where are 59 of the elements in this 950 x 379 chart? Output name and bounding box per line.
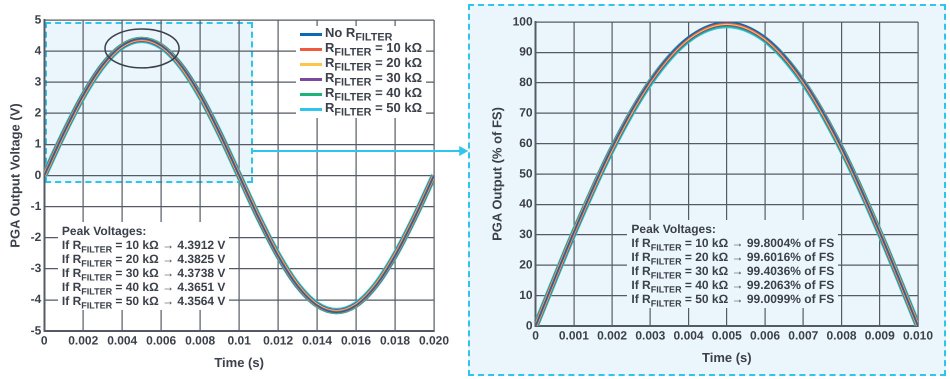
- y-tick-label: 40: [519, 196, 533, 211]
- annotation: Peak Voltages:: [631, 222, 717, 236]
- annotation: If R$_{FILTER}$ = 20 kΩ → 4.3825 V: [62, 252, 226, 269]
- y-tick-label: -3: [30, 261, 42, 276]
- y-axis-title: PGA Output (% of FS): [489, 107, 504, 241]
- y-tick-label: 3: [34, 74, 42, 89]
- x-tick-label: 0.009: [864, 328, 896, 343]
- x-tick-label: 0.007: [788, 328, 819, 343]
- x-tick-label: 0.002: [68, 334, 99, 348]
- y-tick-label: -1: [30, 198, 42, 213]
- x-tick-label: 0.018: [380, 334, 410, 348]
- y-tick-label: 5: [34, 12, 42, 26]
- x-tick-label: 0.014: [302, 334, 332, 348]
- x-tick-label: 0.012: [263, 334, 294, 348]
- x-axis-title: Time (s): [702, 350, 752, 365]
- annotation: If R$_{FILTER}$ = 30 kΩ → 4.3738 V: [62, 266, 226, 283]
- y-tick-label: 0: [526, 318, 533, 332]
- y-tick-label: 10: [519, 288, 533, 302]
- y-tick-label: 0: [34, 168, 42, 182]
- x-tick-label: 0.008: [185, 334, 216, 348]
- x-tick-label: 0.016: [341, 334, 372, 348]
- annotation: If R$_{FILTER}$ = 50 kΩ → 4.3564 V: [62, 294, 226, 311]
- dashed-frame: Time (s) PGA Output (% of FS) 0 0.001 0.002 0.003 0.004 0.005 0.006 0.007 0.008 0.009 0.010 0 10 20 30 40 50 60 70 80 90 100 Peak Voltages: If R$_{FILTER}$ = 10 kΩ → 99.8004% of FS If R$_{FILTER}$ = 20 kΩ → 99.6016% of FS If R$_{FILTER}$ = 30 kΩ → 99.4036% of FS If R$_{FILTER}$ = 40 kΩ → 99.2063% of FS If R$_{FILTER}$ = 50 kΩ → 99.0099% of FS: [468, 4, 946, 376]
- annotation: If R$_{FILTER}$ = 20 kΩ → 99.6016% of FS: [631, 250, 834, 266]
- x-tick-label: 0.020: [418, 334, 450, 348]
- annotation: If R$_{FILTER}$ = 40 kΩ → 99.2063% of FS: [631, 278, 834, 294]
- x-tick-label: 0.001: [558, 328, 590, 343]
- annotation: Peak Voltages:: [62, 224, 148, 238]
- x-tick-label: 0.004: [674, 328, 704, 343]
- y-tick-label: -2: [30, 230, 42, 244]
- annotation: If R$_{FILTER}$ = 40 kΩ → 4.3651 V: [62, 280, 226, 297]
- x-tick-label: 0.002: [597, 328, 628, 343]
- y-tick-label: 70: [519, 106, 533, 120]
- x-tick-label: 0.004: [107, 334, 138, 348]
- annotation: If R$_{FILTER}$ = 10 kΩ → 99.8004% of FS: [631, 236, 834, 252]
- y-axis-title: PGA Output Voltage (V): [7, 103, 22, 248]
- x-tick-label: 0.005: [712, 328, 742, 343]
- y-tick-label: 90: [519, 44, 533, 59]
- annotation: If R$_{FILTER}$ = 30 kΩ → 99.4036% of FS: [631, 264, 834, 280]
- x-tick-label: 0.006: [750, 328, 780, 343]
- x-tick-label: 0.008: [826, 328, 857, 343]
- annotation: If R$_{FILTER}$ = 50 kΩ → 99.0099% of FS: [631, 292, 834, 308]
- y-tick-label: 20: [519, 258, 533, 272]
- y-tick-label: 4: [34, 43, 42, 58]
- y-tick-label: 50: [519, 166, 533, 180]
- y-tick-label: 80: [519, 75, 533, 90]
- x-tick-label: 0.003: [635, 328, 666, 343]
- x-axis-title: Time (s): [214, 354, 264, 370]
- x-tick-label: 0.006: [146, 334, 177, 348]
- x-tick-label: 0.01: [227, 334, 252, 348]
- y-tick-label: 2: [34, 106, 42, 120]
- y-tick-label: -4: [30, 292, 42, 306]
- y-tick-label: 30: [519, 227, 533, 242]
- annotation: If R$_{FILTER}$ = 10 kΩ → 4.3912 V: [62, 238, 226, 255]
- y-tick-label: 100: [512, 14, 533, 28]
- y-tick-label: -5: [30, 323, 42, 338]
- x-tick-label: 0.010: [902, 328, 934, 343]
- y-tick-label: 1: [34, 136, 42, 151]
- y-tick-label: 60: [519, 136, 533, 150]
